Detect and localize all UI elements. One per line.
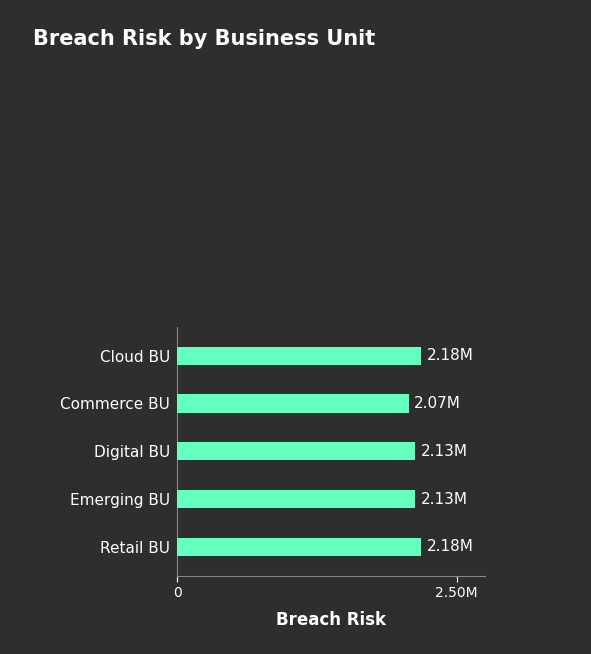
Bar: [177, 442, 415, 460]
Text: 2.13M: 2.13M: [421, 444, 468, 458]
Text: 2.18M: 2.18M: [427, 540, 473, 555]
Bar: [177, 490, 415, 508]
X-axis label: Breach Risk: Breach Risk: [276, 611, 386, 629]
Text: 2.18M: 2.18M: [427, 348, 473, 363]
Bar: [177, 347, 421, 365]
Bar: [177, 394, 408, 413]
Text: 2.13M: 2.13M: [421, 492, 468, 507]
Text: 2.07M: 2.07M: [414, 396, 461, 411]
Text: Breach Risk by Business Unit: Breach Risk by Business Unit: [33, 29, 375, 50]
Bar: [177, 538, 421, 556]
